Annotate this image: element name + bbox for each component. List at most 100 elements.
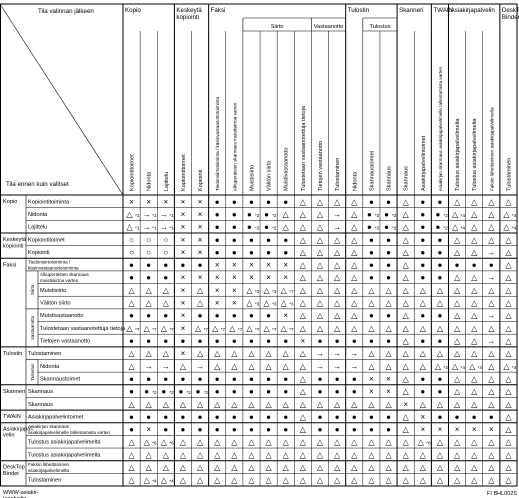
cell-note-1-18: *2 bbox=[443, 213, 448, 218]
cell-9-3: × bbox=[181, 311, 186, 320]
cell-8-10: △ bbox=[300, 299, 307, 308]
cell-16-4: △ bbox=[197, 400, 204, 409]
cell-3-7: ● bbox=[249, 235, 254, 244]
cell-7-17: △ bbox=[420, 286, 427, 295]
col-label-19: Tulostus asiakirjapalvelimelta bbox=[455, 118, 461, 191]
cell-note-10-0: *7 bbox=[135, 327, 140, 332]
cell-5-4: ● bbox=[198, 261, 203, 270]
cell-14-17: ● bbox=[420, 374, 425, 383]
cell-20-4: △ bbox=[197, 450, 204, 459]
cell-4-16: △ bbox=[403, 248, 410, 257]
cell-7-20: △ bbox=[471, 286, 478, 295]
cell-1-7: ● bbox=[247, 210, 252, 219]
cell-12-11: → bbox=[316, 349, 324, 358]
row-label-15: Skannaus bbox=[28, 389, 53, 395]
cell-4-1: ○ bbox=[146, 248, 151, 257]
cell-20-3: △ bbox=[180, 450, 187, 459]
cell-21-15: △ bbox=[385, 463, 392, 472]
col-label-2: Lajittelu bbox=[164, 172, 170, 191]
cell-3-2: ○ bbox=[163, 235, 168, 244]
cell-10-11: △ bbox=[317, 324, 324, 333]
col-group-label-0: Kopio bbox=[125, 7, 141, 14]
cell-8-20: △ bbox=[471, 299, 478, 308]
cell-15-21: △ bbox=[488, 387, 495, 396]
cell-22-6: △ bbox=[231, 476, 238, 485]
cell-9-9: × bbox=[283, 311, 288, 320]
cell-7-7: △ bbox=[246, 286, 253, 295]
cell-0-8: ● bbox=[266, 197, 271, 206]
cell-10-21: △ bbox=[488, 324, 495, 333]
cell-8-13: △ bbox=[351, 299, 358, 308]
col-group-label-1: kopiointi bbox=[176, 14, 199, 21]
cell-19-22: △ bbox=[505, 438, 512, 447]
row-label-11: Tietojen vastaanotto bbox=[40, 339, 90, 345]
cell-13-14: △ bbox=[368, 362, 375, 371]
cell-19-10: △ bbox=[300, 438, 307, 447]
cell-11-10: × bbox=[301, 337, 306, 346]
cell-note-8-8: *3 bbox=[272, 302, 277, 307]
cell-note-10-5: *7 bbox=[221, 327, 226, 332]
cell-20-8: △ bbox=[266, 450, 273, 459]
cell-13-9: △ bbox=[283, 362, 290, 371]
cell-0-2: × bbox=[163, 197, 168, 206]
cell-note-13-22: *4 bbox=[512, 365, 517, 370]
cell-note-1-14: *2 bbox=[375, 213, 380, 218]
cell-18-21: × bbox=[489, 425, 494, 434]
cell-5-21: ● bbox=[489, 261, 494, 270]
cell-9-17: ● bbox=[420, 311, 425, 320]
cell-0-13: △ bbox=[351, 197, 358, 206]
cell-note-10-7: *7 bbox=[255, 327, 260, 332]
cell-17-7: ● bbox=[249, 412, 254, 421]
cell-4-12: △ bbox=[334, 248, 341, 257]
cell-9-0: ● bbox=[129, 311, 134, 320]
cell-15-14: × bbox=[369, 387, 374, 396]
cell-22-18: △ bbox=[437, 476, 444, 485]
row-group-label-3: Tulostin bbox=[3, 351, 22, 357]
cell-13-12: → bbox=[333, 362, 341, 371]
cell-5-7: × bbox=[249, 261, 254, 270]
cell-18-5: ● bbox=[215, 425, 220, 434]
cell-2-6: ● bbox=[232, 223, 237, 232]
cell-12-6: △ bbox=[231, 349, 238, 358]
cell-0-10: △ bbox=[300, 197, 307, 206]
cell-14-2: ● bbox=[163, 374, 168, 383]
cell-20-10: △ bbox=[300, 450, 307, 459]
row-group-label-1: kopiointi bbox=[3, 243, 24, 249]
cell-19-3: △ bbox=[180, 438, 187, 447]
cell-18-10: △ bbox=[300, 425, 307, 434]
cell-note-19-1: *6 bbox=[152, 441, 157, 446]
cell-20-21: △ bbox=[488, 450, 495, 459]
cell-21-3: △ bbox=[180, 463, 187, 472]
cell-11-15: ● bbox=[386, 337, 391, 346]
cell-note-1-15: *2 bbox=[392, 213, 397, 218]
cell-9-15: ● bbox=[386, 311, 391, 320]
cell-2-5: ● bbox=[215, 223, 220, 232]
cell-note-1-19: *4 bbox=[461, 213, 466, 218]
cell-22-7: △ bbox=[248, 476, 255, 485]
cell-10-15: △ bbox=[385, 324, 392, 333]
cell-6-18: ● bbox=[437, 273, 442, 282]
cell-13-4: → bbox=[196, 362, 204, 371]
cell-1-5: ● bbox=[215, 210, 220, 219]
cell-12-14: △ bbox=[368, 349, 375, 358]
cell-note-10-9: *7 bbox=[289, 327, 294, 332]
cell-0-1: × bbox=[146, 197, 151, 206]
cell-5-12: △ bbox=[334, 261, 341, 270]
cell-21-5: △ bbox=[214, 463, 221, 472]
cell-8-2: △ bbox=[163, 299, 170, 308]
cell-15-5: ● bbox=[215, 387, 220, 396]
cell-19-2: △ bbox=[161, 438, 168, 447]
cell-10-0: △ bbox=[126, 324, 133, 333]
row-group-label-4: Skanneri bbox=[3, 389, 25, 395]
cell-22-14: △ bbox=[368, 476, 375, 485]
cell-12-13: → bbox=[350, 349, 358, 358]
cell-16-14: △ bbox=[368, 400, 375, 409]
cell-8-0: △ bbox=[128, 299, 135, 308]
cell-9-5: ● bbox=[215, 311, 220, 320]
cell-16-2: △ bbox=[163, 400, 170, 409]
cell-6-3: × bbox=[181, 273, 186, 282]
cell-17-13: ● bbox=[352, 412, 357, 421]
cell-11-4: ● bbox=[198, 337, 203, 346]
cell-14-1: ● bbox=[146, 374, 151, 383]
header-labels: Tila valinnan jälkeen Tila ennen kuin val… bbox=[2, 7, 519, 498]
